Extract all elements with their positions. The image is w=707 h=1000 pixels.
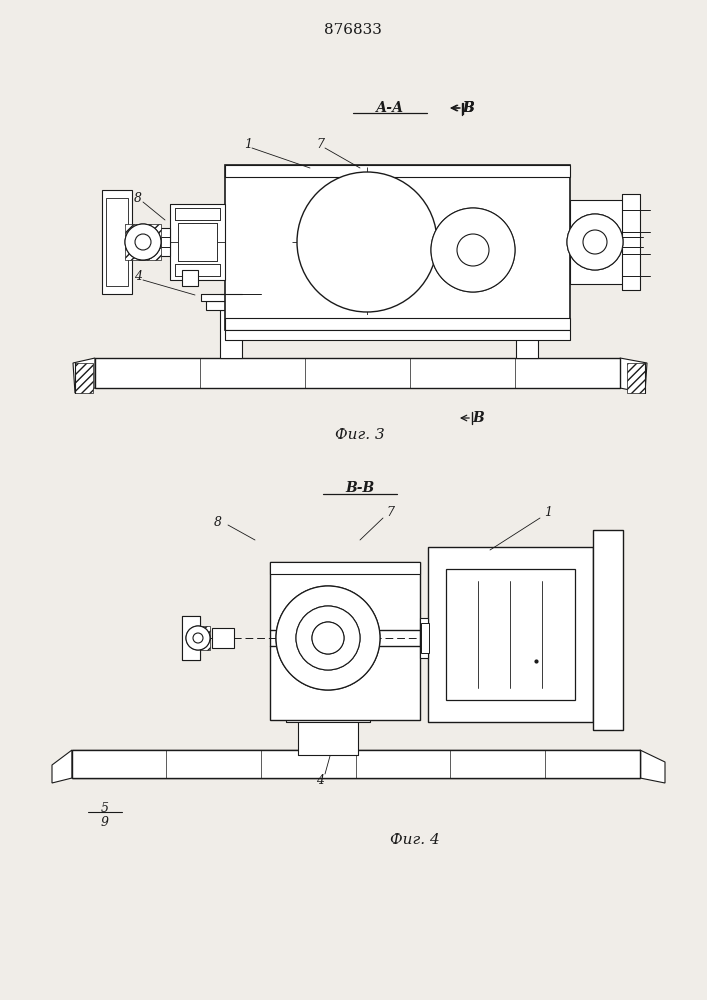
Bar (175, 208, 220, 220)
Bar (106, 198, 128, 286)
Circle shape (296, 606, 360, 670)
Text: Фиг. 3: Фиг. 3 (335, 428, 385, 442)
Text: В-В: В-В (346, 481, 375, 495)
Circle shape (431, 208, 515, 292)
Circle shape (567, 214, 623, 270)
Bar (135, 228, 170, 256)
Polygon shape (640, 750, 665, 783)
Text: 1: 1 (244, 138, 252, 151)
Bar (170, 204, 225, 242)
Polygon shape (73, 358, 95, 393)
Bar (182, 616, 200, 660)
Circle shape (276, 586, 380, 690)
Bar (225, 165, 570, 177)
Text: 7: 7 (316, 138, 324, 151)
Bar (516, 310, 538, 358)
Bar (178, 223, 217, 261)
Bar (428, 547, 593, 722)
Bar (212, 628, 234, 648)
Bar (593, 530, 623, 730)
Text: B: B (462, 101, 474, 115)
Bar (428, 547, 593, 722)
Circle shape (125, 224, 161, 260)
Bar (225, 165, 570, 330)
Bar (72, 750, 640, 778)
Bar (182, 270, 198, 286)
Bar (220, 310, 242, 358)
Circle shape (431, 208, 515, 292)
Bar (175, 208, 220, 220)
Bar (95, 358, 620, 388)
Bar (75, 363, 93, 393)
Text: 4: 4 (316, 774, 324, 786)
Circle shape (276, 586, 380, 690)
Bar (502, 301, 552, 310)
Bar (182, 616, 200, 660)
Text: 1: 1 (544, 506, 552, 520)
Bar (220, 310, 242, 358)
Circle shape (186, 626, 210, 650)
Circle shape (186, 626, 210, 650)
Circle shape (583, 230, 607, 254)
Bar (170, 204, 225, 280)
Bar (186, 626, 210, 650)
Circle shape (135, 234, 151, 250)
Bar (225, 318, 570, 330)
Text: 7: 7 (386, 506, 394, 520)
Text: 876833: 876833 (324, 23, 382, 37)
Bar (270, 562, 420, 720)
Text: Фиг. 4: Фиг. 4 (390, 833, 440, 847)
Bar (570, 200, 625, 284)
Bar (270, 562, 420, 574)
Bar (125, 224, 161, 260)
Polygon shape (620, 358, 647, 393)
Circle shape (312, 622, 344, 654)
Text: 9: 9 (101, 816, 109, 828)
Circle shape (296, 606, 360, 670)
Bar (175, 264, 220, 276)
Bar (286, 700, 370, 722)
Text: 8: 8 (134, 192, 142, 206)
Text: 8: 8 (214, 516, 222, 528)
Bar (72, 750, 640, 778)
Bar (622, 194, 640, 290)
Bar (421, 623, 429, 653)
Circle shape (457, 234, 489, 266)
Bar (298, 720, 358, 755)
Bar (446, 569, 575, 700)
Bar (286, 700, 370, 722)
Circle shape (193, 633, 203, 643)
Circle shape (312, 622, 344, 654)
Bar (102, 190, 132, 294)
Bar (622, 194, 640, 290)
Bar (72, 750, 640, 778)
Bar (225, 165, 570, 177)
Text: 5: 5 (101, 802, 109, 814)
Bar (178, 223, 217, 261)
Bar (175, 264, 220, 276)
Polygon shape (52, 750, 72, 783)
Bar (201, 294, 261, 301)
Bar (225, 330, 570, 340)
Bar (593, 530, 623, 730)
Bar (298, 720, 358, 755)
Text: B: B (462, 101, 474, 115)
Bar (497, 294, 557, 301)
Circle shape (297, 172, 437, 312)
Bar (270, 562, 420, 574)
Circle shape (567, 214, 623, 270)
Bar (627, 363, 645, 393)
Text: А-А: А-А (376, 101, 404, 115)
Bar (516, 310, 538, 358)
Text: B: B (472, 411, 484, 425)
Bar (225, 318, 570, 330)
Bar (206, 301, 256, 310)
Bar (570, 200, 625, 284)
Circle shape (125, 224, 161, 260)
Bar (420, 618, 428, 658)
Bar (182, 616, 200, 660)
Text: 4: 4 (134, 270, 142, 284)
Bar (225, 330, 570, 340)
